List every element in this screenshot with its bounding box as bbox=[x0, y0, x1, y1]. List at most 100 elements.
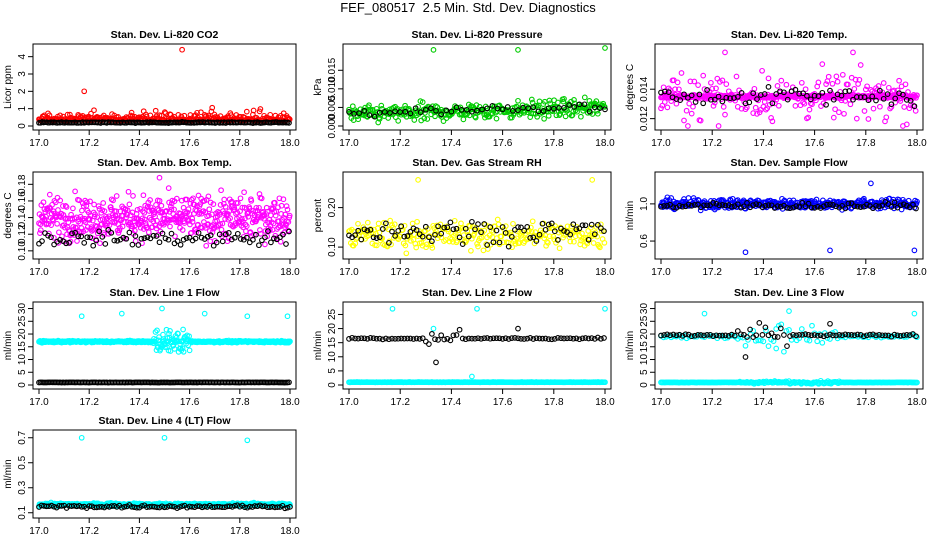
data-point bbox=[392, 108, 398, 115]
x-tick-label: 17.4 bbox=[130, 138, 150, 149]
y-tick-label: 30 bbox=[17, 303, 28, 315]
data-point bbox=[894, 87, 901, 94]
data-point bbox=[896, 77, 902, 84]
data-point bbox=[708, 79, 714, 86]
data-point bbox=[256, 191, 263, 197]
data-point bbox=[129, 241, 136, 248]
data-point bbox=[500, 239, 506, 246]
data-point bbox=[900, 91, 906, 98]
data-point bbox=[96, 228, 103, 235]
data-point bbox=[51, 198, 58, 204]
data-point bbox=[64, 111, 71, 118]
data-point bbox=[560, 98, 567, 105]
data-point bbox=[189, 218, 196, 225]
x-tick-label: 17.2 bbox=[79, 526, 99, 537]
data-point bbox=[381, 109, 388, 115]
data-point bbox=[494, 216, 501, 223]
outlier-point bbox=[201, 310, 208, 317]
panel-title: Stan. Dev. Amb. Box Temp. bbox=[97, 157, 232, 169]
panel-3: Stan. Dev. Li-820 Temp.17.0 17.2 17.4 17.6 1… bbox=[625, 29, 927, 149]
data-point bbox=[527, 114, 534, 120]
data-point bbox=[775, 102, 782, 109]
data-point bbox=[222, 203, 229, 210]
data-point bbox=[284, 206, 291, 213]
data-point bbox=[222, 231, 229, 238]
series-ref bbox=[36, 227, 292, 249]
y-tick-label: 25 bbox=[17, 315, 28, 327]
outlier-point bbox=[742, 354, 749, 360]
data-point bbox=[561, 104, 567, 111]
data-point bbox=[795, 96, 801, 102]
x-tick-label: 17.0 bbox=[651, 138, 671, 149]
data-point bbox=[112, 220, 118, 226]
data-point bbox=[140, 192, 147, 199]
data-point bbox=[697, 117, 704, 124]
y-axis-label: Licor ppm bbox=[3, 65, 14, 109]
data-point bbox=[387, 217, 394, 224]
data-point bbox=[358, 236, 365, 243]
panel-title: Stan. Dev. Line 3 Flow bbox=[734, 287, 845, 299]
series-ref bbox=[346, 101, 608, 120]
y-tick-label: 4 bbox=[17, 53, 28, 59]
data-point bbox=[135, 242, 142, 248]
outlier-point bbox=[515, 47, 521, 53]
panel-title: Stan. Dev. Li-820 Temp. bbox=[731, 29, 847, 41]
x-tick-label: 17.2 bbox=[702, 397, 722, 408]
data-point bbox=[373, 235, 380, 241]
data-point bbox=[597, 105, 603, 111]
x-tick-label: 17.4 bbox=[442, 138, 462, 149]
data-point bbox=[403, 250, 410, 257]
outlier-point bbox=[469, 373, 475, 380]
data-point bbox=[395, 118, 402, 124]
data-point bbox=[823, 81, 829, 87]
data-point bbox=[40, 199, 47, 206]
x-tick-label: 17.8 bbox=[230, 138, 250, 149]
panel-title: Stan. Dev. Li-820 Pressure bbox=[411, 29, 542, 41]
x-tick-label: 17.4 bbox=[130, 526, 150, 537]
data-point bbox=[62, 203, 69, 209]
data-point bbox=[600, 100, 607, 107]
x-tick-label: 17.4 bbox=[130, 267, 150, 278]
data-point bbox=[572, 233, 579, 240]
y-tick-label: 0.18 bbox=[17, 174, 28, 194]
data-point bbox=[683, 107, 690, 114]
data-point bbox=[158, 202, 165, 209]
data-point bbox=[769, 118, 776, 125]
data-point bbox=[220, 231, 227, 237]
data-point bbox=[561, 95, 567, 102]
y-axis-label: degrees C bbox=[625, 64, 636, 110]
data-point bbox=[80, 203, 87, 209]
data-point bbox=[210, 242, 217, 249]
data-point bbox=[63, 240, 69, 247]
data-point bbox=[764, 105, 771, 112]
data-point bbox=[906, 105, 913, 112]
y-tick-label: 20 bbox=[17, 328, 28, 340]
y-tick-label: 5 bbox=[327, 368, 338, 374]
data-point bbox=[883, 114, 890, 121]
data-point bbox=[456, 326, 463, 333]
data-point bbox=[833, 73, 840, 80]
data-point bbox=[841, 110, 847, 117]
y-tick-label: 1 bbox=[17, 105, 28, 111]
data-point bbox=[231, 234, 238, 241]
data-point bbox=[429, 245, 436, 251]
y-tick-label: 20 bbox=[639, 328, 650, 340]
data-point bbox=[108, 229, 115, 236]
x-tick-label: 17.2 bbox=[79, 397, 99, 408]
data-point bbox=[227, 215, 233, 222]
data-point bbox=[39, 238, 45, 244]
data-point bbox=[545, 240, 551, 246]
data-point bbox=[180, 326, 186, 333]
data-point bbox=[687, 78, 694, 85]
data-point bbox=[378, 102, 385, 109]
series-main bbox=[658, 180, 920, 256]
data-point bbox=[410, 225, 417, 232]
x-tick-label: 17.8 bbox=[544, 138, 564, 149]
data-point bbox=[216, 231, 223, 238]
data-point bbox=[417, 109, 424, 116]
data-point bbox=[901, 104, 908, 110]
data-point bbox=[125, 188, 132, 195]
data-point bbox=[128, 109, 135, 116]
data-point bbox=[550, 105, 557, 112]
data-point bbox=[93, 237, 100, 244]
